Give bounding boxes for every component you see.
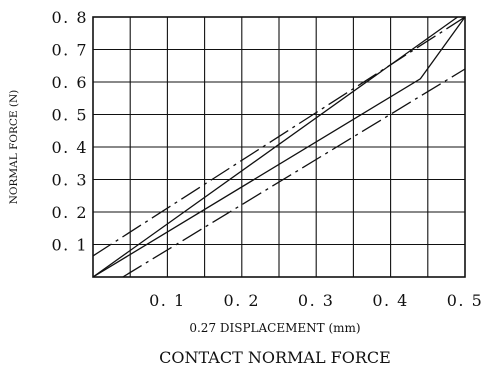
- chart-title: CONTACT NORMAL FORCE: [159, 348, 391, 367]
- grid-lines: [93, 17, 465, 277]
- series-line-4: [122, 68, 466, 278]
- y-tick-label: 0. 5: [51, 106, 88, 125]
- series-line-1: [92, 16, 466, 257]
- x-tick-label: 0. 5: [447, 291, 483, 310]
- y-tick-label: 0. 6: [51, 73, 88, 92]
- y-tick-label: 0. 7: [51, 41, 88, 60]
- y-tick-label: 0. 4: [51, 138, 88, 157]
- series-line-3: [92, 16, 466, 278]
- y-tick-label: 0. 2: [51, 203, 88, 222]
- y-tick-labels: 0. 1 0. 2 0. 3 0. 4 0. 5 0. 6 0. 7 0. 8: [51, 8, 88, 255]
- y-tick-label: 0. 8: [51, 8, 88, 27]
- series-line-2: [92, 16, 458, 278]
- x-tick-label: 0. 4: [372, 291, 409, 310]
- y-tick-label: 0. 3: [51, 171, 88, 190]
- series-lines: [92, 16, 466, 278]
- y-axis-label: NORMAL FORCE (N): [8, 90, 20, 205]
- x-tick-label: 0. 2: [224, 291, 261, 310]
- y-tick-label: 0. 1: [51, 236, 88, 255]
- x-tick-labels: 0. 1 0. 2 0. 3 0. 4 0. 5: [149, 291, 483, 310]
- x-tick-label: 0. 3: [298, 291, 335, 310]
- x-axis-label: 0.27 DISPLACEMENT (mm): [189, 321, 360, 335]
- x-tick-label: 0. 1: [149, 291, 186, 310]
- plot-frame: [92, 16, 466, 278]
